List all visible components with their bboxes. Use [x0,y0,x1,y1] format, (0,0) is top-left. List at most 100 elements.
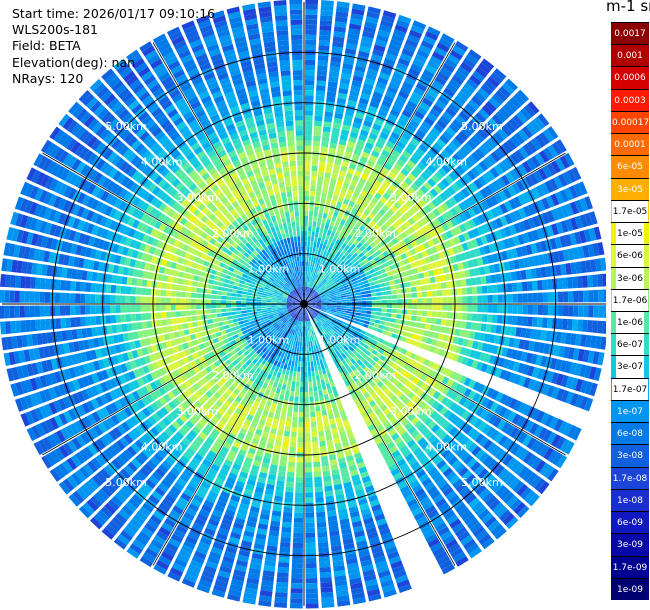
range-gate [331,297,337,300]
range-gate [278,340,283,346]
range-gate [350,582,363,590]
range-gate [540,240,548,252]
range-gate [336,305,342,308]
range-gate [408,217,416,225]
range-gate [340,435,348,443]
range-gate [313,140,321,147]
range-gate [352,252,358,259]
range-gate [437,181,447,191]
range-gate [196,350,203,358]
range-gate [524,420,535,433]
range-gate [370,272,377,278]
range-gate [433,347,441,355]
range-gate [310,236,315,242]
range-gate [366,238,373,245]
range-gate [346,306,352,309]
range-gate [305,59,316,66]
range-gate [277,327,282,332]
range-gate [315,375,320,381]
range-gate [318,290,323,295]
range-gate [355,112,365,120]
range-gate [261,365,268,372]
range-gate [381,99,392,108]
range-gate [353,261,359,267]
range-gate [232,318,239,323]
range-gate [363,146,372,155]
range-gate [317,526,327,533]
range-gate [316,380,321,386]
range-gate [323,314,329,318]
range-gate [304,95,314,101]
range-gate [364,320,370,325]
range-gate [398,393,407,402]
range-gate [119,468,131,480]
range-gate [525,328,532,339]
range-gate [436,393,445,403]
range-gate [158,555,172,566]
range-gate [333,249,338,256]
range-gate [323,121,332,128]
range-gate [309,266,312,272]
range-gate [267,540,278,547]
range-gate [368,63,380,72]
range-gate [318,232,323,239]
range-gate [332,560,345,567]
range-gate [392,378,400,386]
range-gate [435,318,442,325]
range-gate [300,336,303,342]
range-gate [415,362,423,370]
range-gate [278,312,284,316]
range-gate [428,255,436,262]
range-gate [49,372,58,385]
range-gate [335,245,341,251]
range-gate [230,445,239,454]
range-gate [190,498,202,508]
range-gate [514,463,526,476]
range-gate [390,167,400,176]
range-gate [350,469,359,477]
range-gate [402,81,414,91]
range-gate [289,344,293,351]
range-gate [197,363,205,371]
range-gate [426,112,438,122]
range-gate [345,313,351,317]
range-gate [396,309,402,314]
range-gate [551,142,563,156]
range-gate [247,347,254,353]
range-gate [108,478,120,490]
range-gate [180,382,188,391]
range-gate [308,315,311,321]
range-gate [583,229,592,243]
range-gate [427,131,438,141]
range-gate [507,294,513,303]
range-gate [201,336,208,343]
range-gate [336,595,350,602]
range-gate [291,313,296,317]
range-gate [423,271,430,278]
range-gate [348,200,355,208]
range-gate [446,471,457,482]
range-gate [345,267,351,273]
range-gate [160,551,174,562]
range-gate [268,315,275,320]
range-gate [274,602,287,608]
range-gate [366,205,373,212]
range-gate [437,297,443,304]
range-gate [390,395,398,403]
range-gate [396,62,408,72]
range-gate [305,9,318,15]
range-gate [418,329,425,336]
range-gate [309,330,313,336]
range-gate [305,598,319,604]
range-gate [555,191,565,205]
range-gate [543,253,550,265]
range-gate [336,201,343,208]
range-gate [221,518,233,527]
range-gate [318,45,330,52]
range-gate [540,330,547,341]
range-gate [424,481,435,492]
range-gate [286,306,292,309]
range-gate [502,238,511,249]
range-gate [330,231,336,238]
range-gate [279,460,287,467]
